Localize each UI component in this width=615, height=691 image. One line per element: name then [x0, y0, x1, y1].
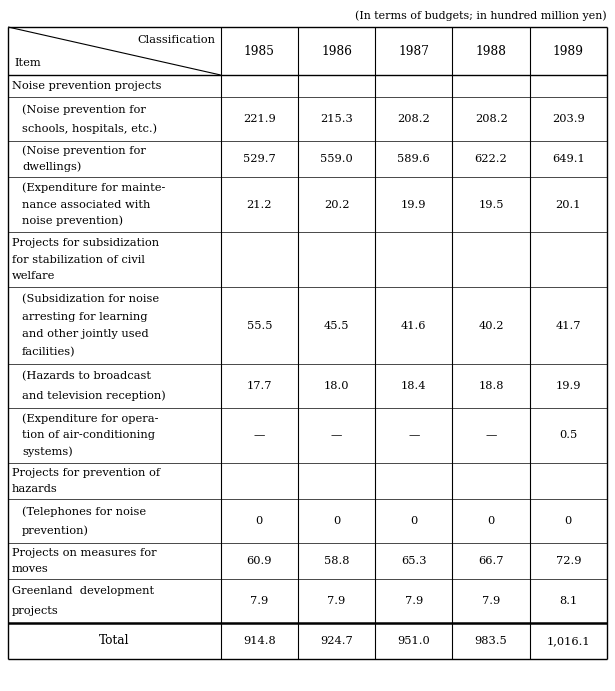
Text: (Hazards to broadcast: (Hazards to broadcast: [22, 371, 151, 381]
Text: (Noise prevention for: (Noise prevention for: [22, 146, 146, 156]
Text: prevention): prevention): [22, 525, 89, 536]
Text: hazards: hazards: [12, 484, 58, 494]
Text: 21.2: 21.2: [247, 200, 272, 209]
Text: 1988: 1988: [475, 44, 507, 57]
Text: 914.8: 914.8: [243, 636, 276, 646]
Text: 208.2: 208.2: [475, 114, 507, 124]
Text: 20.2: 20.2: [324, 200, 349, 209]
Text: 649.1: 649.1: [552, 154, 585, 164]
Text: 19.5: 19.5: [478, 200, 504, 209]
Text: 20.1: 20.1: [555, 200, 581, 209]
Text: 215.3: 215.3: [320, 114, 353, 124]
Text: 65.3: 65.3: [401, 556, 427, 566]
Text: 66.7: 66.7: [478, 556, 504, 566]
Text: (Expenditure for opera-: (Expenditure for opera-: [22, 413, 159, 424]
Text: 622.2: 622.2: [475, 154, 507, 164]
Text: 0: 0: [488, 516, 494, 526]
Text: nance associated with: nance associated with: [22, 200, 151, 209]
Text: Classification: Classification: [138, 35, 216, 46]
Text: 529.7: 529.7: [243, 154, 276, 164]
Text: 1,016.1: 1,016.1: [547, 636, 590, 646]
Text: —: —: [485, 430, 497, 440]
Text: Item: Item: [14, 58, 41, 68]
Text: 58.8: 58.8: [324, 556, 349, 566]
Text: (In terms of budgets; in hundred million yen): (In terms of budgets; in hundred million…: [355, 11, 607, 21]
Text: moves: moves: [12, 564, 49, 574]
Text: 0: 0: [256, 516, 263, 526]
Text: 924.7: 924.7: [320, 636, 353, 646]
Text: 559.0: 559.0: [320, 154, 353, 164]
Text: 41.7: 41.7: [555, 321, 581, 330]
Text: 1986: 1986: [321, 44, 352, 57]
Text: 18.8: 18.8: [478, 381, 504, 391]
Text: 208.2: 208.2: [397, 114, 430, 124]
Text: 7.9: 7.9: [405, 596, 423, 606]
Text: 1989: 1989: [553, 44, 584, 57]
Text: noise prevention): noise prevention): [22, 216, 123, 227]
Text: Projects for subsidization: Projects for subsidization: [12, 238, 159, 248]
Text: facilities): facilities): [22, 347, 76, 357]
Text: 0: 0: [565, 516, 572, 526]
Text: 1987: 1987: [399, 44, 429, 57]
Text: for stabilization of civil: for stabilization of civil: [12, 254, 145, 265]
Text: arresting for learning: arresting for learning: [22, 312, 148, 321]
Text: and other jointly used: and other jointly used: [22, 330, 149, 339]
Text: 221.9: 221.9: [243, 114, 276, 124]
Text: projects: projects: [12, 605, 59, 616]
Text: 18.4: 18.4: [401, 381, 427, 391]
Text: systems): systems): [22, 447, 73, 457]
Text: 589.6: 589.6: [397, 154, 430, 164]
Text: 7.9: 7.9: [327, 596, 346, 606]
Text: 951.0: 951.0: [397, 636, 430, 646]
Text: tion of air-conditioning: tion of air-conditioning: [22, 430, 155, 440]
Text: 8.1: 8.1: [559, 596, 577, 606]
Text: dwellings): dwellings): [22, 162, 81, 172]
Text: 45.5: 45.5: [324, 321, 349, 330]
Text: (Expenditure for mainte-: (Expenditure for mainte-: [22, 182, 165, 193]
Text: 983.5: 983.5: [475, 636, 507, 646]
Text: and television reception): and television reception): [22, 390, 166, 401]
Text: 1985: 1985: [244, 44, 275, 57]
Text: 7.9: 7.9: [482, 596, 500, 606]
Text: —: —: [253, 430, 265, 440]
Text: 19.9: 19.9: [401, 200, 427, 209]
Text: Noise prevention projects: Noise prevention projects: [12, 81, 162, 91]
Text: 17.7: 17.7: [247, 381, 272, 391]
Text: schools, hospitals, etc.): schools, hospitals, etc.): [22, 123, 157, 134]
Text: 19.9: 19.9: [555, 381, 581, 391]
Text: 0.5: 0.5: [559, 430, 577, 440]
Text: 203.9: 203.9: [552, 114, 585, 124]
Text: (Telephones for noise: (Telephones for noise: [22, 506, 146, 517]
Text: 55.5: 55.5: [247, 321, 272, 330]
Text: Total: Total: [99, 634, 130, 647]
Text: Greenland  development: Greenland development: [12, 587, 154, 596]
Text: 72.9: 72.9: [555, 556, 581, 566]
Text: (Subsidization for noise: (Subsidization for noise: [22, 294, 159, 304]
Text: —: —: [331, 430, 342, 440]
Text: 0: 0: [333, 516, 340, 526]
Text: 40.2: 40.2: [478, 321, 504, 330]
Text: 41.6: 41.6: [401, 321, 427, 330]
Text: 0: 0: [410, 516, 418, 526]
Text: —: —: [408, 430, 419, 440]
Text: 18.0: 18.0: [324, 381, 349, 391]
Text: welfare: welfare: [12, 271, 55, 281]
Text: 60.9: 60.9: [247, 556, 272, 566]
Text: (Noise prevention for: (Noise prevention for: [22, 104, 146, 115]
Text: Projects for prevention of: Projects for prevention of: [12, 468, 160, 478]
Text: 7.9: 7.9: [250, 596, 268, 606]
Text: Projects on measures for: Projects on measures for: [12, 548, 157, 558]
